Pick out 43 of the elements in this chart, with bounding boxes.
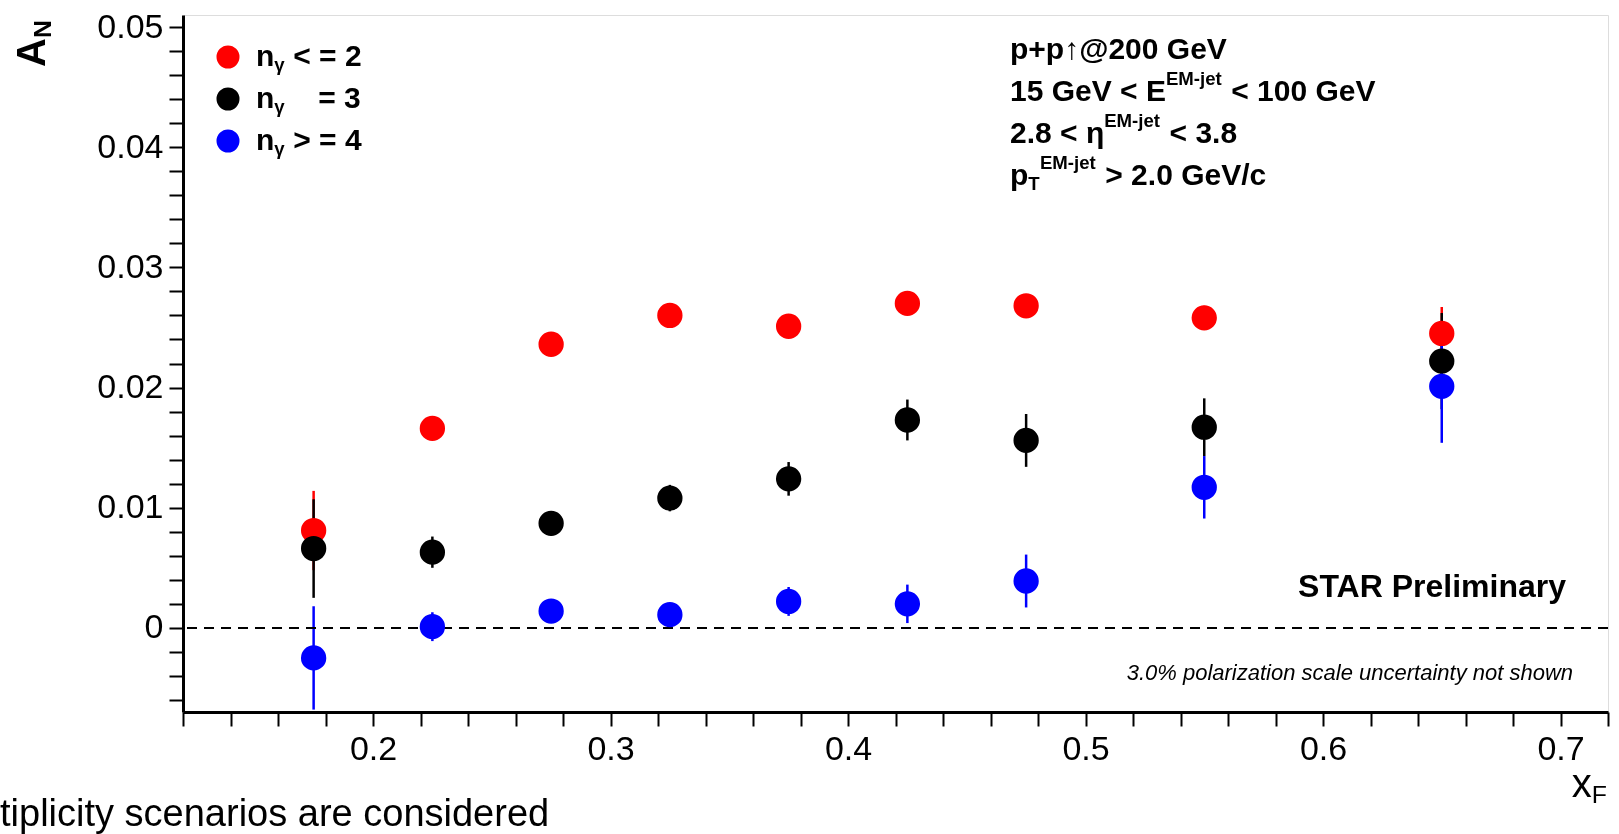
point [1191, 474, 1217, 500]
point [1429, 320, 1455, 347]
point [894, 591, 921, 617]
point [300, 645, 327, 671]
point [775, 466, 802, 492]
x-tick-label: 0.4 [824, 728, 873, 767]
point [657, 302, 683, 329]
point [1013, 293, 1039, 319]
point [538, 598, 564, 624]
point [1013, 568, 1039, 594]
x-tick-label: 0.3 [587, 728, 635, 767]
point [894, 290, 921, 317]
x-tick-label: 0.6 [1299, 728, 1348, 767]
text: tiplicity scenarios are considered [0, 792, 550, 834]
y-tick-label: 0.02 [97, 367, 164, 406]
point [419, 614, 446, 640]
y-tick-label: 0.05 [97, 6, 164, 45]
point [1191, 305, 1217, 331]
annotation: STAR Preliminary [1298, 568, 1567, 604]
point [1191, 414, 1217, 440]
point [657, 485, 683, 511]
point [775, 588, 802, 615]
point [1013, 427, 1039, 454]
y-tick-label: 0.04 [97, 126, 164, 165]
x-tick-label: 0.7 [1537, 728, 1585, 767]
point [419, 539, 446, 565]
x-tick-label: 0.2 [349, 728, 398, 767]
point [538, 331, 564, 357]
x-tick-label: 0.5 [1062, 728, 1110, 767]
annotation: 3.0% polarization scale uncertainty not shown [1126, 660, 1574, 685]
point [1429, 348, 1455, 374]
y-tick-label: 0 [144, 607, 164, 646]
y-tick-label: 0.03 [97, 246, 164, 285]
point [775, 313, 802, 339]
y-axis-title: AN [9, 20, 57, 67]
point [657, 602, 683, 628]
point [1429, 373, 1455, 399]
point [300, 535, 327, 562]
annotation: p+p↑@200 GeV [1010, 32, 1227, 65]
point [894, 407, 921, 433]
point [538, 510, 564, 536]
point [419, 415, 446, 442]
y-tick-label: 0.01 [97, 487, 164, 526]
